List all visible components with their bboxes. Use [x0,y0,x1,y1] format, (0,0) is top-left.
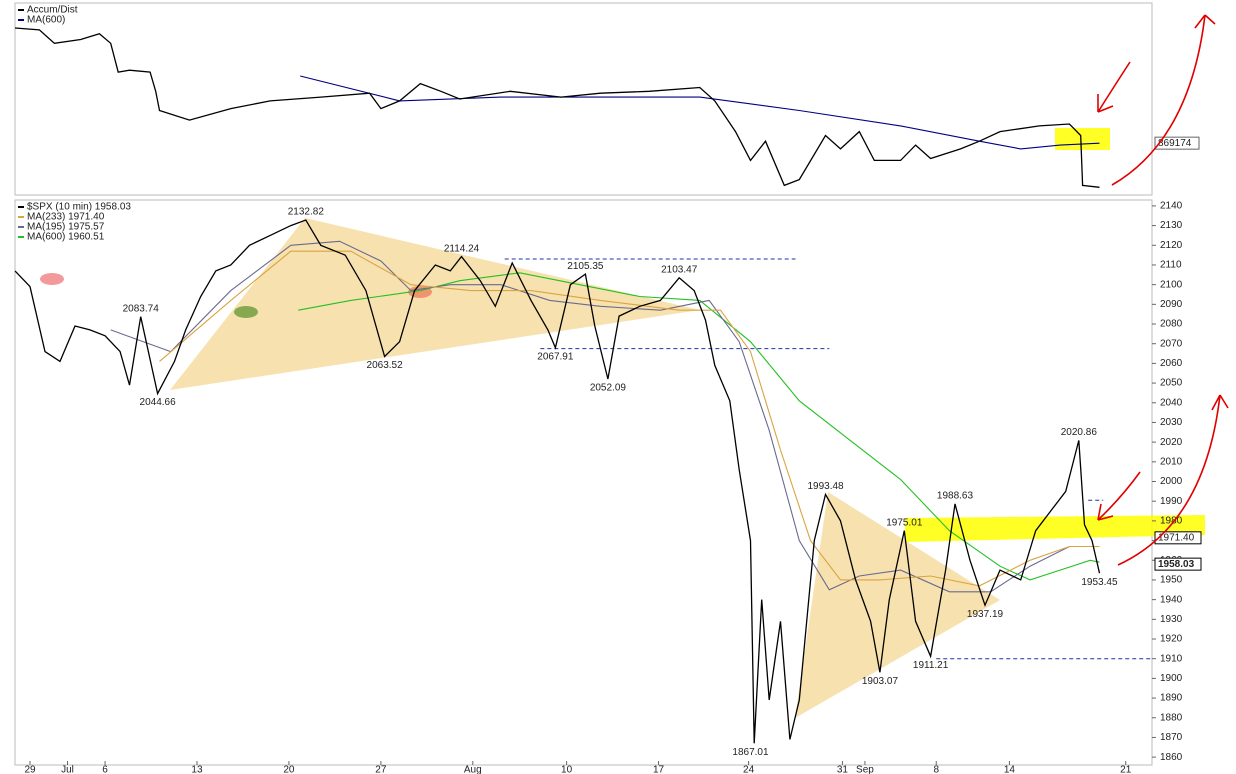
x-tick-label: 13 [191,765,203,774]
x-tick-label: 27 [375,765,387,774]
y-tick-label: 1900 [1160,673,1183,684]
x-tick-label: 10 [561,765,573,774]
point-label: 1867.01 [732,747,769,758]
triangle-pattern [170,218,700,390]
point-label: 2052.09 [590,383,627,394]
y-tick-label: 2050 [1160,378,1183,389]
y-tick-label: 2000 [1160,476,1183,487]
point-label: 2063.52 [367,360,404,371]
series-line [14,219,1101,744]
y-tick-label: 1930 [1160,614,1183,625]
y-tick-label: 2090 [1160,299,1183,310]
y-tick-label: 2010 [1160,456,1183,467]
point-label: 1975.01 [886,517,923,528]
x-tick-label: 14 [1004,765,1016,774]
x-tick-label: 31 [837,765,849,774]
last-value-box [1154,531,1202,545]
point-label: 1988.63 [937,491,974,502]
y-tick-label: 2060 [1160,358,1183,369]
y-tick-label: 2110 [1160,260,1182,271]
y-tick-label: 2030 [1160,417,1183,428]
y-tick-label: 1890 [1160,693,1183,704]
y-tick-label: 2020 [1160,437,1183,448]
point-label: 2067.91 [537,351,574,362]
highlight [905,515,1205,542]
point-label: 2083.74 [123,303,160,314]
highlight [1055,128,1110,150]
point-label: 1903.07 [862,676,899,687]
y-tick-label: 2140 [1160,201,1183,212]
legend-label: Accum/Dist [27,5,78,16]
x-tick-label: 21 [1120,765,1132,774]
y-tick-label: 2120 [1160,240,1183,251]
x-tick-label: 24 [743,765,755,774]
y-tick-label: 1860 [1160,752,1183,763]
triangle-pattern [795,492,1000,718]
arrow [1097,471,1141,521]
x-tick-label: Aug [464,765,482,774]
y-tick-label: 1910 [1160,653,1183,664]
arrow [1111,14,1216,186]
point-label: 2132.82 [288,207,325,218]
legend-label: MA(600) 1960.51 [27,232,105,243]
series-line [159,250,1100,587]
y-tick-label: 2070 [1160,338,1183,349]
y-tick-label: 2100 [1160,279,1183,290]
marker-ellipse [40,273,64,285]
point-label: 2114.24 [444,243,480,254]
y-tick-label: 2130 [1160,220,1183,231]
x-tick-label: 29 [24,765,36,774]
hand-drawn-arrows [1097,14,1229,566]
x-tick-label: 17 [653,765,665,774]
x-tick-label: 20 [283,765,295,774]
x-tick-label: 8 [933,765,939,774]
y-tick-label: 1880 [1160,712,1183,723]
point-label: 1911.21 [913,660,949,671]
last-value-label: 1958.03 [1158,559,1195,570]
y-tick-label: 1940 [1160,594,1183,605]
legend-label: MA(600) [27,15,65,26]
y-tick-label: 1950 [1160,575,1183,586]
arrow [1117,394,1229,566]
y-tick-label: 1980 [1160,516,1183,527]
point-label: 1937.19 [967,609,1004,620]
x-tick-label: Sep [856,765,874,774]
legend-label: MA(233) 1971.40 [27,212,105,223]
point-label: 2020.86 [1061,427,1098,438]
last-value-box [1154,557,1202,571]
point-label: 1993.48 [807,481,844,492]
upper-panel [14,2,1153,196]
y-tick-label: 1990 [1160,496,1183,507]
series-line [110,240,1100,593]
point-label: 2044.66 [140,397,177,408]
series-line [14,27,1100,188]
last-value-label: 1971.40 [1158,532,1195,543]
legend-label: $SPX (10 min) 1958.03 [27,202,131,213]
y-tick-label: 1920 [1160,634,1183,645]
y-tick-label: 2040 [1160,397,1183,408]
x-tick-label: Jul [61,765,74,774]
y-tick-label: 1870 [1160,732,1183,743]
legend-label: MA(195) 1975.57 [27,222,105,233]
arrow [1097,61,1131,113]
point-label: 1953.45 [1081,577,1118,588]
y-tick-label: 2080 [1160,319,1183,330]
last-value-label: 869174 [1158,138,1192,149]
marker-ellipse [234,306,258,318]
point-label: 2103.47 [661,264,698,275]
x-tick-label: 6 [102,765,108,774]
point-label: 2105.35 [567,261,604,272]
last-value-box [1154,136,1200,150]
series-line [298,272,1100,581]
series-line [300,75,1100,150]
